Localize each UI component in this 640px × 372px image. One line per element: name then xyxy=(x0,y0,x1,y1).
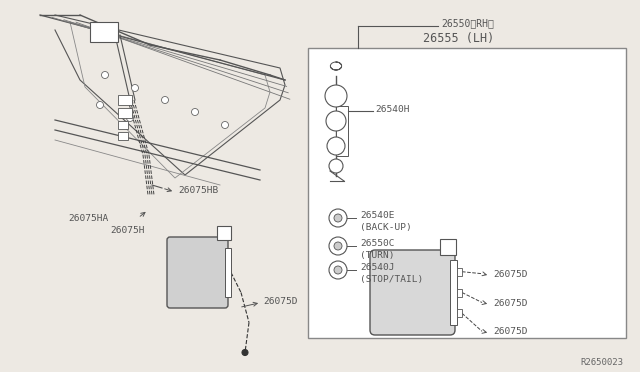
Circle shape xyxy=(131,84,138,92)
Circle shape xyxy=(327,137,345,155)
Bar xyxy=(457,309,462,317)
Text: 26550〈RH〉: 26550〈RH〉 xyxy=(441,18,494,28)
Circle shape xyxy=(334,242,342,250)
Bar xyxy=(90,22,118,42)
Text: (TURN): (TURN) xyxy=(360,251,394,260)
Circle shape xyxy=(221,122,228,128)
Text: 26540E: 26540E xyxy=(360,211,394,220)
Circle shape xyxy=(329,209,347,227)
Circle shape xyxy=(326,111,346,131)
Circle shape xyxy=(127,115,134,122)
Text: 26550C: 26550C xyxy=(360,239,394,248)
Bar xyxy=(118,121,128,129)
Circle shape xyxy=(325,85,347,107)
Text: 26075D: 26075D xyxy=(493,270,527,279)
Text: 26075D: 26075D xyxy=(493,298,527,308)
Bar xyxy=(217,226,231,240)
Bar xyxy=(457,268,462,276)
Text: 26075D: 26075D xyxy=(493,327,527,336)
Bar xyxy=(308,48,626,338)
Bar xyxy=(118,132,128,140)
FancyBboxPatch shape xyxy=(370,250,455,335)
Circle shape xyxy=(334,214,342,222)
Circle shape xyxy=(242,350,248,356)
Text: (BACK-UP): (BACK-UP) xyxy=(360,223,412,232)
Circle shape xyxy=(191,109,198,115)
Circle shape xyxy=(161,96,168,103)
Circle shape xyxy=(329,237,347,255)
Text: 26540J: 26540J xyxy=(360,263,394,272)
Text: 26555 (LH): 26555 (LH) xyxy=(423,32,494,45)
Text: R2650023: R2650023 xyxy=(580,358,623,367)
Bar xyxy=(450,260,457,325)
Bar xyxy=(118,108,132,118)
Text: 26540H: 26540H xyxy=(375,105,410,114)
Circle shape xyxy=(329,159,343,173)
Bar xyxy=(225,248,231,297)
FancyBboxPatch shape xyxy=(167,237,228,308)
Text: (STOP/TAIL): (STOP/TAIL) xyxy=(360,275,423,284)
Circle shape xyxy=(97,102,104,109)
Circle shape xyxy=(329,261,347,279)
Bar xyxy=(440,239,456,255)
Circle shape xyxy=(334,266,342,274)
Text: 26075D: 26075D xyxy=(263,296,298,305)
Text: 26075HA: 26075HA xyxy=(68,214,108,223)
Circle shape xyxy=(102,71,109,78)
Bar xyxy=(336,106,348,156)
Bar xyxy=(457,289,462,296)
Text: 26075HB: 26075HB xyxy=(178,186,218,195)
Bar xyxy=(118,95,132,105)
Text: 26075H: 26075H xyxy=(110,226,145,235)
